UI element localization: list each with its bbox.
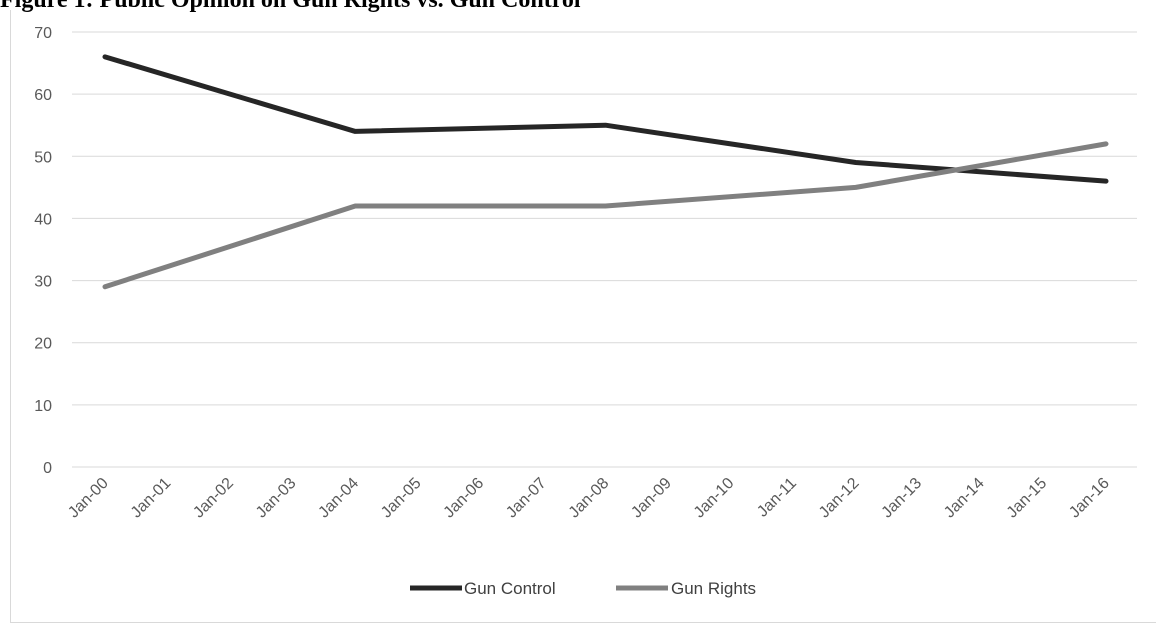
x-tick-label: Jan-15 bbox=[1004, 475, 1051, 522]
series-line-gun-rights bbox=[102, 141, 1109, 290]
x-tick-label: Jan-11 bbox=[754, 475, 800, 521]
x-tick-label: Jan-03 bbox=[253, 475, 300, 522]
y-tick-label: 30 bbox=[34, 274, 52, 291]
x-tick-label: Jan-16 bbox=[1066, 475, 1113, 522]
chart-title: Figure 1: Public Opinion on Gun Rights v… bbox=[0, 0, 581, 13]
x-tick-label: Jan-10 bbox=[691, 475, 738, 522]
gridlines bbox=[72, 31, 1137, 468]
x-tick-label: Jan-04 bbox=[315, 475, 362, 522]
x-tick-label: Jan-07 bbox=[503, 475, 550, 522]
x-tick-label: Jan-12 bbox=[816, 475, 863, 522]
chart-frame bbox=[10, 10, 1156, 623]
y-tick-label: 50 bbox=[34, 149, 52, 166]
legend-label: Gun Control bbox=[464, 579, 556, 598]
y-axis-ticks: 0 10 20 30 40 50 60 70 bbox=[34, 25, 52, 477]
y-tick-label: 20 bbox=[34, 336, 52, 353]
x-tick-label: Jan-02 bbox=[190, 475, 237, 522]
x-axis-ticks: Jan-00 Jan-01 Jan-02 Jan-03 Jan-04 Jan-05 Jan-… bbox=[65, 475, 1113, 522]
x-tick-label: Jan-01 bbox=[128, 475, 175, 522]
series-line-gun-control bbox=[102, 54, 1109, 184]
x-tick-label: Jan-08 bbox=[566, 475, 613, 522]
y-tick-label: 60 bbox=[34, 87, 52, 104]
x-tick-label: Jan-13 bbox=[879, 475, 926, 522]
legend-label: Gun Rights bbox=[671, 579, 756, 598]
y-tick-label: 10 bbox=[34, 398, 52, 415]
y-tick-label: 0 bbox=[43, 460, 52, 477]
y-tick-label: 70 bbox=[34, 25, 52, 42]
x-tick-label: Jan-00 bbox=[65, 475, 112, 522]
x-tick-label: Jan-05 bbox=[378, 475, 425, 522]
x-tick-label: Jan-14 bbox=[941, 475, 988, 522]
y-tick-label: 40 bbox=[34, 211, 52, 228]
x-tick-label: Jan-09 bbox=[628, 475, 675, 522]
x-tick-label: Jan-06 bbox=[441, 475, 488, 522]
legend: Gun Control Gun Rights bbox=[410, 579, 756, 598]
series-lines bbox=[102, 54, 1109, 290]
